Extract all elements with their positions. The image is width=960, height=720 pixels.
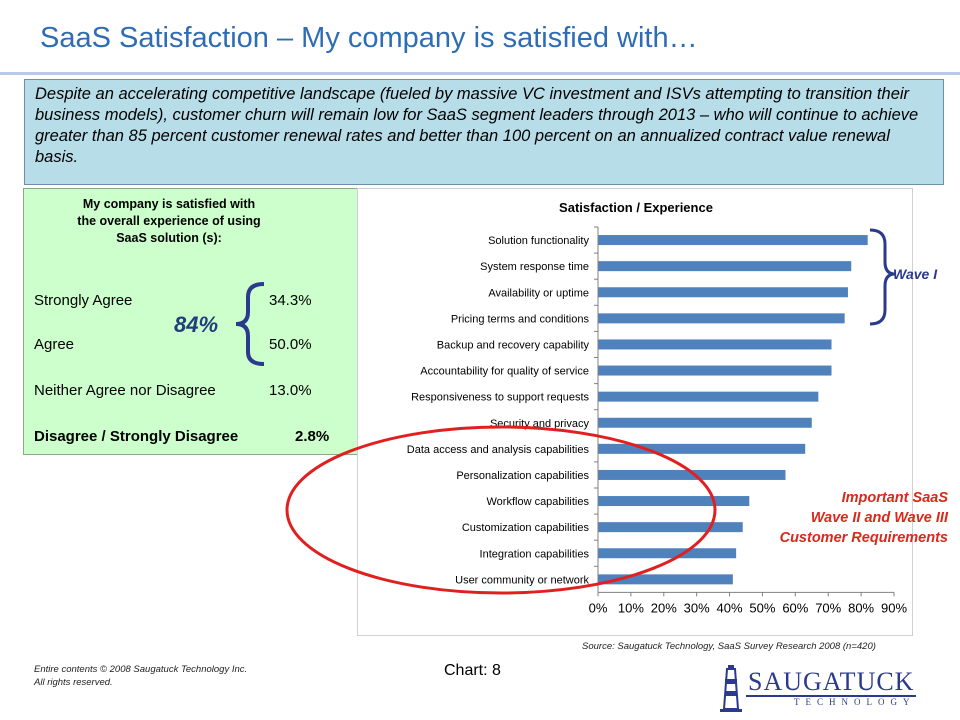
category-label: Workflow capabilities bbox=[486, 496, 589, 508]
bar bbox=[598, 313, 845, 324]
category-label: Responsiveness to support requests bbox=[411, 392, 589, 404]
bar bbox=[598, 235, 868, 246]
satisfaction-bar-chart: Satisfaction / Experience Solution funct… bbox=[407, 200, 908, 615]
bar bbox=[598, 261, 852, 272]
category-label: Availability or uptime bbox=[488, 287, 589, 299]
chart-number: Chart: 8 bbox=[444, 662, 501, 679]
callout-box: Despite an accelerating competitive land… bbox=[24, 79, 944, 185]
category-label: Backup and recovery capability bbox=[437, 339, 590, 351]
category-label: Personalization capabilities bbox=[456, 470, 589, 482]
logo-rule bbox=[746, 695, 916, 697]
important-line3: Customer Requirements bbox=[779, 530, 948, 546]
survey-row-value: 34.3% bbox=[269, 292, 312, 309]
bar bbox=[598, 548, 737, 559]
survey-heading-line1: My company is satisfied with bbox=[82, 197, 256, 211]
category-label: Accountability for quality of service bbox=[420, 366, 589, 378]
copyright-line2: All rights reserved. bbox=[34, 677, 113, 688]
x-tick-label: 40% bbox=[717, 600, 743, 615]
survey-row-label: Agree bbox=[34, 336, 75, 353]
source-note: Source: Saugatuck Technology, SaaS Surve… bbox=[582, 641, 876, 652]
bar bbox=[598, 417, 812, 428]
survey-row-value: 50.0% bbox=[269, 336, 312, 353]
wave1-label: Wave I bbox=[893, 266, 938, 282]
survey-heading: My company is satisfied with the overall… bbox=[24, 196, 314, 247]
important-requirements-label: Important SaaS Wave II and Wave III Cust… bbox=[720, 488, 948, 548]
category-label: Data access and analysis capabilities bbox=[407, 444, 590, 456]
bar bbox=[598, 574, 733, 585]
copyright-line1: Entire contents © 2008 Saugatuck Technol… bbox=[34, 664, 248, 675]
agree-brace bbox=[235, 282, 265, 366]
chart-frame: Satisfaction / Experience Solution funct… bbox=[357, 188, 913, 636]
copyright-note: Entire contents © 2008 Saugatuck Technol… bbox=[34, 663, 247, 689]
survey-row-label: Disagree / Strongly Disagree bbox=[34, 428, 239, 445]
survey-row-label: Neither Agree nor Disagree bbox=[34, 382, 216, 399]
bar bbox=[598, 391, 819, 402]
x-tick-label: 50% bbox=[749, 600, 775, 615]
callout-text: Despite an accelerating competitive land… bbox=[35, 85, 919, 166]
chart-title: Satisfaction / Experience bbox=[559, 200, 713, 215]
logo-wordmark: SAUGATUCK bbox=[748, 667, 915, 696]
x-tick-label: 70% bbox=[815, 600, 841, 615]
x-tick-label: 0% bbox=[589, 600, 608, 615]
x-tick-label: 20% bbox=[651, 600, 677, 615]
x-tick-label: 80% bbox=[848, 600, 874, 615]
slide-title: SaaS Satisfaction – My company is satisf… bbox=[40, 22, 698, 54]
x-tick-label: 60% bbox=[782, 600, 808, 615]
category-label: Integration capabilities bbox=[480, 548, 590, 560]
category-label: Security and privacy bbox=[490, 418, 590, 430]
category-label: System response time bbox=[480, 261, 589, 273]
bar bbox=[598, 469, 786, 480]
saugatuck-logo: SAUGATUCK TECHNOLOGY bbox=[714, 665, 924, 713]
x-tick-label: 30% bbox=[684, 600, 710, 615]
category-label: Customization capabilities bbox=[462, 522, 590, 534]
category-label: Pricing terms and conditions bbox=[451, 313, 590, 325]
bar bbox=[598, 365, 832, 376]
combined-agree-percent: 84% bbox=[174, 312, 219, 337]
logo-subtitle: TECHNOLOGY bbox=[794, 697, 916, 707]
survey-summary-box: My company is satisfied with the overall… bbox=[23, 188, 361, 455]
survey-row-value: 13.0% bbox=[269, 382, 312, 399]
title-divider bbox=[0, 72, 960, 75]
survey-heading-line2: the overall experience of using bbox=[77, 214, 261, 228]
important-line2: Wave II and Wave III bbox=[810, 510, 948, 526]
bar bbox=[598, 287, 848, 298]
x-tick-label: 10% bbox=[618, 600, 644, 615]
survey-row-label: Strongly Agree bbox=[34, 292, 133, 309]
category-label: Solution functionality bbox=[488, 235, 589, 247]
category-label: User community or network bbox=[455, 574, 589, 586]
survey-heading-line3: SaaS solution (s): bbox=[116, 231, 222, 245]
bar bbox=[598, 443, 806, 454]
important-line1: Important SaaS bbox=[841, 490, 948, 506]
bar bbox=[598, 339, 832, 350]
lighthouse-icon bbox=[720, 665, 742, 712]
x-tick-label: 90% bbox=[881, 600, 907, 615]
